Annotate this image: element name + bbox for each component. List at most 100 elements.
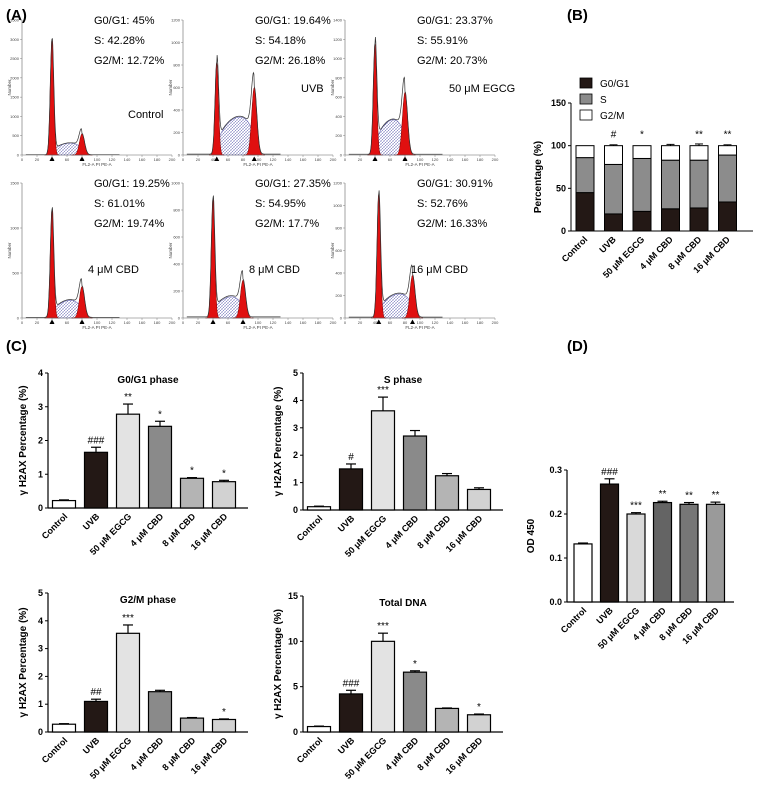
b-y-tick-label: 50 bbox=[556, 183, 566, 193]
bar bbox=[306, 725, 332, 733]
flow-x-tick-label: 160 bbox=[462, 157, 469, 162]
flow-x-tick-label: 100 bbox=[94, 157, 101, 162]
flow-x-tick-label: 60 bbox=[65, 320, 70, 325]
significance-mark: * bbox=[640, 130, 644, 141]
significance-mark: ** bbox=[695, 130, 703, 141]
y-axis-label: γ H2AX Percentage (%) bbox=[18, 385, 29, 495]
legend-swatch bbox=[579, 109, 593, 121]
y-tick-label: 1 bbox=[293, 478, 298, 488]
panel-label-a: (A) bbox=[6, 7, 27, 24]
significance-mark: * bbox=[222, 468, 226, 479]
flow-x-tick-label: 120 bbox=[432, 320, 439, 325]
flow-y-tick-label: 600 bbox=[173, 235, 180, 240]
flow-x-tick-label: 140 bbox=[285, 320, 292, 325]
significance-mark: *** bbox=[630, 501, 642, 512]
flow-x-tick-label: 80 bbox=[241, 157, 246, 162]
g1-peak bbox=[205, 199, 221, 319]
legend-swatch bbox=[579, 93, 593, 105]
legend-label: S bbox=[600, 95, 607, 106]
condition-label: 8 μM CBD bbox=[249, 264, 300, 276]
significance-mark: *** bbox=[122, 613, 134, 624]
g1-peak bbox=[44, 209, 60, 319]
flow-x-tick-label: 100 bbox=[255, 157, 262, 162]
g0g1-percentage: G0/G1: 45% bbox=[94, 15, 155, 27]
category-label: 4 μM CBD bbox=[383, 735, 420, 772]
stacked-bar-segment bbox=[718, 201, 737, 232]
category-label: Control bbox=[559, 605, 589, 635]
g2-peak bbox=[402, 274, 423, 319]
flow-x-tick-label: 160 bbox=[139, 157, 146, 162]
s-percentage: S: 42.28% bbox=[94, 35, 145, 47]
flow-y-tick-label: 1000 bbox=[333, 56, 343, 61]
significance-mark: * bbox=[190, 466, 194, 477]
category-label: 4 μM CBD bbox=[383, 513, 420, 550]
flow-x-tick-label: 0 bbox=[182, 157, 185, 162]
stacked-bar-segment bbox=[575, 157, 595, 194]
bar bbox=[211, 718, 237, 733]
condition-label: Control bbox=[128, 109, 163, 121]
y-tick-label: 0.0 bbox=[549, 597, 562, 607]
flow-x-tick-label: 60 bbox=[65, 157, 70, 162]
flow-x-tick-label: 40 bbox=[211, 157, 216, 162]
flow-x-tick-label: 180 bbox=[154, 320, 161, 325]
significance-mark: ** bbox=[685, 491, 693, 502]
panel-label-c: (C) bbox=[6, 338, 27, 355]
bar bbox=[466, 488, 492, 511]
category-label: UVB bbox=[81, 511, 102, 532]
panel-label-d: (D) bbox=[567, 338, 588, 355]
peak-marker bbox=[251, 156, 257, 161]
y-tick-label: 10 bbox=[288, 636, 298, 646]
g0g1-percentage: G0/G1: 30.91% bbox=[417, 178, 493, 190]
panel-a-flow-histograms: 0204060801001201401601802000500100015002… bbox=[7, 15, 515, 330]
g0g1-percentage: G0/G1: 23.37% bbox=[417, 15, 493, 27]
bar bbox=[83, 451, 109, 509]
g1-peak bbox=[44, 39, 60, 156]
category-label: 4 μM CBD bbox=[128, 735, 165, 772]
bar bbox=[370, 640, 396, 733]
flow-y-tick-label: 1000 bbox=[171, 40, 181, 45]
y-tick-label: 2 bbox=[38, 671, 43, 681]
flow-y-tick-label: 3500 bbox=[10, 18, 20, 23]
peak-marker bbox=[210, 319, 216, 324]
flow-x-tick-label: 120 bbox=[432, 157, 439, 162]
s-phase-area bbox=[374, 119, 406, 156]
flow-x-tick-label: 160 bbox=[300, 320, 307, 325]
flow-y-tick-label: 400 bbox=[173, 262, 180, 267]
flow-x-tick-label: 200 bbox=[492, 157, 499, 162]
y-tick-label: 1 bbox=[38, 469, 43, 479]
y-tick-label: 0 bbox=[293, 505, 298, 515]
y-tick-label: 3 bbox=[38, 402, 43, 412]
s-phase-area bbox=[216, 116, 255, 156]
flow-y-tick-label: 400 bbox=[335, 271, 342, 276]
flow-y-tick-label: 1000 bbox=[10, 114, 20, 119]
y-axis-label: OD 450 bbox=[526, 518, 537, 553]
stacked-bar-segment bbox=[661, 145, 680, 161]
significance-mark: * bbox=[413, 659, 417, 670]
b-y-tick-label: 0 bbox=[561, 226, 566, 236]
flow-y-tick-label: 500 bbox=[12, 271, 19, 276]
flow-x-tick-label: 20 bbox=[358, 157, 363, 162]
bar bbox=[147, 691, 173, 733]
flow-x-tick-label: 180 bbox=[315, 157, 322, 162]
y-tick-label: 0 bbox=[38, 503, 43, 513]
significance-mark: * bbox=[158, 409, 162, 420]
flow-x-tick-label: 20 bbox=[196, 157, 201, 162]
flow-x-tick-label: 160 bbox=[300, 157, 307, 162]
flow-x-tick-label: 200 bbox=[330, 320, 337, 325]
y-axis-label: γ H2AX Percentage (%) bbox=[273, 386, 284, 496]
flow-x-tick-label: 140 bbox=[447, 157, 454, 162]
flow-y-tick-label: 600 bbox=[173, 85, 180, 90]
bar bbox=[51, 723, 77, 733]
flow-x-tick-label: 100 bbox=[417, 157, 424, 162]
significance-mark: ** bbox=[724, 130, 732, 141]
bar bbox=[434, 707, 460, 733]
peak-marker bbox=[376, 319, 382, 324]
flow-y-tick-label: 1500 bbox=[10, 95, 20, 100]
flow-x-tick-label: 140 bbox=[124, 320, 131, 325]
peak-marker bbox=[49, 319, 55, 324]
flow-x-tick-label: 100 bbox=[94, 320, 101, 325]
category-label: UVB bbox=[336, 735, 357, 756]
s-phase-area bbox=[378, 293, 413, 319]
